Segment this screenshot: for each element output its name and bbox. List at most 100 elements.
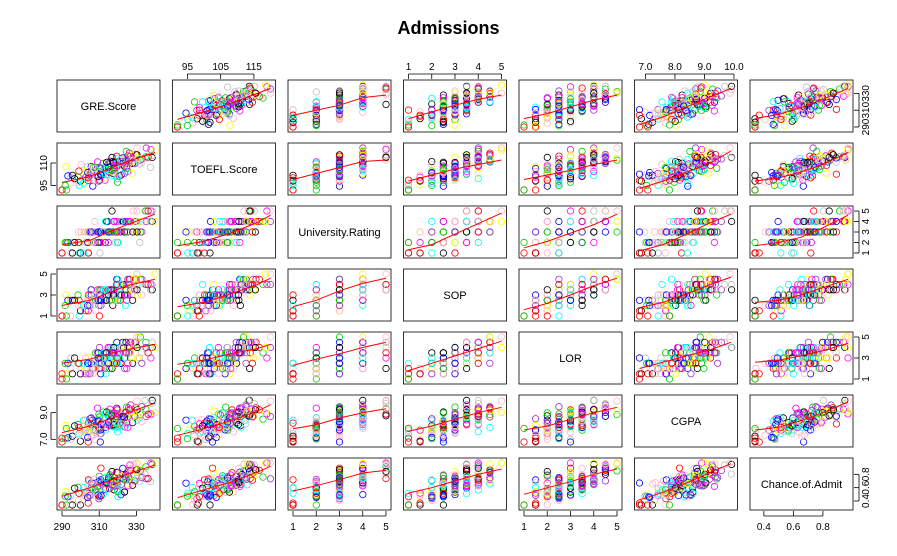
- variable-label-TOEFL.Score: TOEFL.Score: [190, 164, 257, 176]
- smoother-line-0-1: [177, 87, 271, 120]
- smoother-line-1-0: [61, 152, 156, 183]
- data-point: [462, 103, 471, 111]
- data-point: [590, 85, 598, 93]
- data-point: [474, 84, 482, 92]
- data-point: [751, 123, 759, 131]
- data-point: [205, 110, 213, 119]
- data-point: [566, 117, 575, 125]
- data-point: [680, 102, 688, 110]
- data-point: [173, 123, 182, 131]
- smoother-line-0-2: [292, 94, 387, 116]
- data-point: [259, 94, 267, 102]
- data-point: [359, 81, 367, 89]
- data-point: [128, 169, 136, 178]
- data-point: [289, 176, 297, 185]
- data-point: [123, 162, 131, 170]
- data-point: [335, 115, 344, 124]
- data-point: [486, 98, 494, 106]
- data-point: [222, 94, 230, 102]
- data-point: [64, 172, 72, 180]
- data-point: [250, 82, 258, 90]
- data-point: [199, 117, 207, 125]
- data-point: [555, 102, 563, 110]
- data-point: [335, 89, 344, 97]
- data-point: [800, 109, 809, 117]
- data-point: [261, 81, 270, 89]
- data-point: [93, 158, 102, 166]
- data-point: [770, 122, 779, 130]
- data-point: [497, 89, 506, 97]
- data-point: [224, 83, 232, 91]
- data-point: [382, 146, 390, 154]
- data-point: [635, 111, 644, 119]
- data-point: [62, 186, 71, 194]
- data-point: [661, 119, 669, 127]
- data-point: [520, 121, 528, 129]
- data-point: [211, 95, 219, 103]
- data-point: [566, 107, 575, 115]
- data-point: [359, 96, 367, 104]
- data-point: [236, 107, 244, 115]
- data-point: [195, 104, 204, 112]
- panel-0-0: [56, 79, 161, 133]
- data-point: [790, 113, 798, 121]
- data-point: [214, 93, 222, 101]
- data-point: [404, 123, 413, 131]
- smoother-line-0-4: [523, 94, 618, 120]
- data-point: [289, 171, 297, 179]
- data-point: [205, 120, 213, 129]
- data-point: [590, 89, 598, 97]
- data-point: [806, 98, 814, 106]
- data-point: [173, 121, 182, 129]
- panel-4-2: [287, 331, 392, 385]
- data-point: [543, 105, 551, 113]
- data-point: [778, 105, 787, 113]
- data-point: [810, 84, 818, 92]
- data-point: [404, 119, 413, 127]
- data-point: [247, 92, 255, 100]
- data-point: [117, 155, 126, 163]
- data-point: [191, 98, 199, 106]
- data-point: [720, 82, 729, 90]
- data-point: [675, 96, 684, 104]
- data-point: [147, 146, 155, 154]
- data-point: [793, 99, 801, 108]
- data-point: [543, 119, 551, 127]
- data-point: [108, 153, 116, 161]
- points-0-2: [289, 81, 390, 131]
- points-0-6: [751, 81, 852, 131]
- data-point: [665, 108, 674, 116]
- data-point: [566, 94, 575, 103]
- data-point: [666, 106, 674, 114]
- variable-label-University.Rating: University.Rating: [298, 227, 380, 239]
- smoother-line-0-3: [408, 94, 502, 120]
- data-point: [832, 96, 840, 104]
- data-point: [123, 164, 131, 172]
- data-point: [692, 91, 700, 99]
- data-point: [474, 82, 482, 90]
- points-0-5: [635, 81, 736, 131]
- data-point: [795, 108, 803, 116]
- data-point: [780, 98, 789, 106]
- data-point: [103, 158, 111, 166]
- data-point: [122, 147, 130, 155]
- data-point: [635, 106, 644, 114]
- data-point: [89, 167, 97, 175]
- data-point: [199, 98, 207, 106]
- data-point: [693, 83, 701, 91]
- data-point: [667, 98, 676, 106]
- data-point: [779, 95, 787, 103]
- data-point: [681, 87, 689, 95]
- data-point: [776, 104, 784, 112]
- data-point: [224, 102, 232, 110]
- data-point: [555, 113, 563, 121]
- data-point: [637, 115, 645, 123]
- data-point: [312, 88, 320, 96]
- data-point: [658, 98, 666, 106]
- data-point: [665, 121, 674, 129]
- data-point: [555, 115, 563, 124]
- data-point: [226, 121, 234, 129]
- data-point: [428, 94, 436, 103]
- data-point: [687, 110, 695, 119]
- data-point: [226, 98, 234, 106]
